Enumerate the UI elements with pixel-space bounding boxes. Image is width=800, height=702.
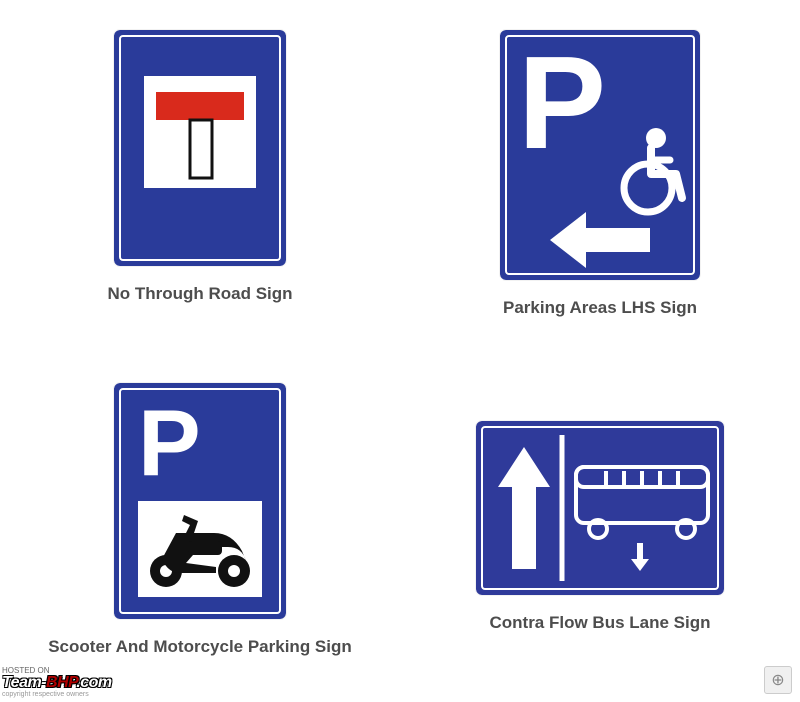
zoom-button[interactable]: ⊕ xyxy=(764,666,792,694)
svg-text:P: P xyxy=(518,30,606,176)
cell-contra-flow-bus: Contra Flow Bus Lane Sign xyxy=(400,363,800,702)
sign-contra-flow-bus xyxy=(476,421,724,595)
watermark: HOSTED ON Team-BHP.com copyright respect… xyxy=(2,667,112,698)
cell-motorcycle-parking: P Scooter And Motorcycle Parking Sign xyxy=(0,363,400,702)
watermark-logo: Team-BHP.com xyxy=(2,675,112,691)
caption-parking-lhs: Parking Areas LHS Sign xyxy=(503,298,697,318)
cell-no-through-road: No Through Road Sign xyxy=(0,0,400,363)
signs-grid: No Through Road Sign P Parking Areas LHS… xyxy=(0,0,800,702)
sign-parking-lhs: P xyxy=(500,30,700,280)
sign-no-through-road xyxy=(114,30,286,266)
svg-text:P: P xyxy=(138,390,201,495)
cell-parking-lhs: P Parking Areas LHS Sign xyxy=(400,0,800,363)
caption-no-through-road: No Through Road Sign xyxy=(107,284,292,304)
sign-motorcycle-parking: P xyxy=(114,383,286,619)
caption-motorcycle-parking: Scooter And Motorcycle Parking Sign xyxy=(48,637,352,657)
zoom-icon: ⊕ xyxy=(771,670,784,690)
caption-contra-flow-bus: Contra Flow Bus Lane Sign xyxy=(489,613,710,633)
watermark-sub: copyright respective owners xyxy=(2,691,112,698)
